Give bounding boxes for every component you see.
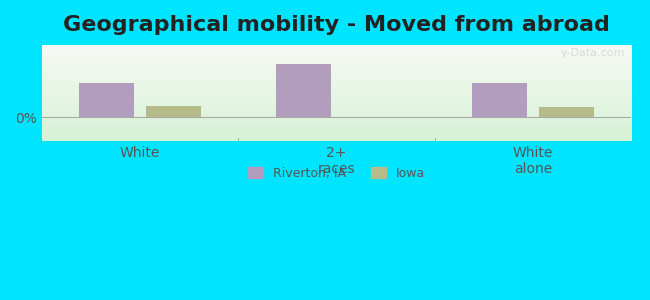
Bar — [472, 83, 527, 117]
Bar — [146, 106, 201, 117]
Title: Geographical mobility - Moved from abroad: Geographical mobility - Moved from abroa… — [63, 15, 610, 35]
Text: y-Data.com: y-Data.com — [560, 48, 625, 59]
Bar — [79, 83, 134, 117]
Bar — [539, 107, 593, 117]
Bar — [276, 64, 330, 117]
Legend: Riverton, IA, Iowa: Riverton, IA, Iowa — [243, 162, 430, 185]
